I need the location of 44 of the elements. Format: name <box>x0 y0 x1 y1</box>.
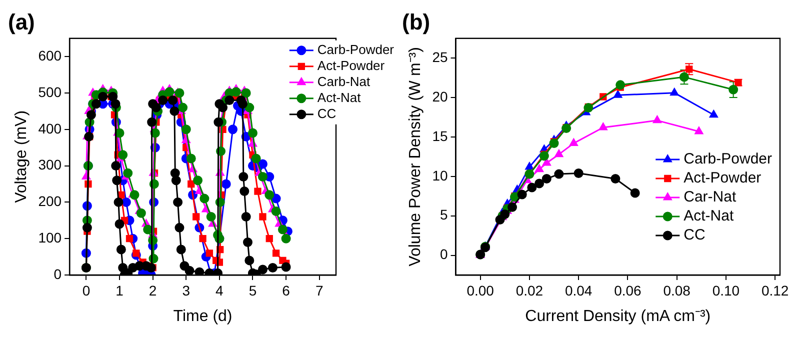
y-tick-label: 15 <box>432 128 448 144</box>
x-tick-label: 0.12 <box>761 282 789 298</box>
x-tick-label: 2 <box>148 282 157 298</box>
legend-label: Carb-Nat <box>317 74 371 89</box>
x-tick-label: 0.06 <box>614 282 642 298</box>
x-tick-label: 0.00 <box>466 282 494 298</box>
x-tick-label: 0.02 <box>516 282 544 298</box>
y-axis-title: Voltage (mV) <box>13 110 30 203</box>
y-tick-label: 500 <box>38 84 62 100</box>
x-tick-label: 0.10 <box>712 282 740 298</box>
x-axis-title: Time (d) <box>173 308 232 325</box>
x-tick-label: 0.08 <box>663 282 691 298</box>
legend-label: Car-Nat <box>684 188 737 206</box>
legend-label: Carb-Powder <box>684 150 772 168</box>
y-tick-label: 0 <box>54 266 62 282</box>
x-tick-label: 3 <box>182 282 190 298</box>
y-axis-title: Volume Power Density (W m⁻³) <box>407 47 424 266</box>
legend-label: Act-Nat <box>317 90 362 105</box>
x-axis-title: Current Density (mA cm⁻³) <box>525 308 711 325</box>
legend-label: Act-Powder <box>684 170 762 187</box>
x-tick-label: 5 <box>248 282 257 298</box>
y-tick-label: 400 <box>38 120 62 136</box>
x-tick-label: 7 <box>315 282 324 298</box>
y-tick-label: 20 <box>432 88 448 104</box>
x-tick-label: 6 <box>282 282 290 298</box>
legend-label: CC <box>684 226 706 244</box>
y-tick-label: 600 <box>38 47 62 64</box>
x-tick-label: 1 <box>116 282 124 298</box>
y-tick-label: 300 <box>38 156 62 173</box>
chart-title: (a) <box>8 9 35 34</box>
y-tick-label: 0 <box>440 246 448 262</box>
chart-title: (b) <box>402 9 430 34</box>
legend-label: CC <box>317 106 336 121</box>
legend-label: Carb-Powder <box>317 42 395 57</box>
y-tick-label: 10 <box>432 167 448 184</box>
legend-label: Act-Powder <box>317 58 386 73</box>
x-tick-label: 4 <box>216 282 224 298</box>
y-tick-label: 200 <box>38 193 62 210</box>
x-tick-label: 0.04 <box>564 282 592 298</box>
legend-label: Act-Nat <box>684 208 734 225</box>
y-tick-label: 100 <box>38 229 62 246</box>
y-tick-label: 5 <box>440 206 448 223</box>
y-tick-label: 25 <box>432 48 448 65</box>
x-tick-label: 0 <box>82 282 90 298</box>
